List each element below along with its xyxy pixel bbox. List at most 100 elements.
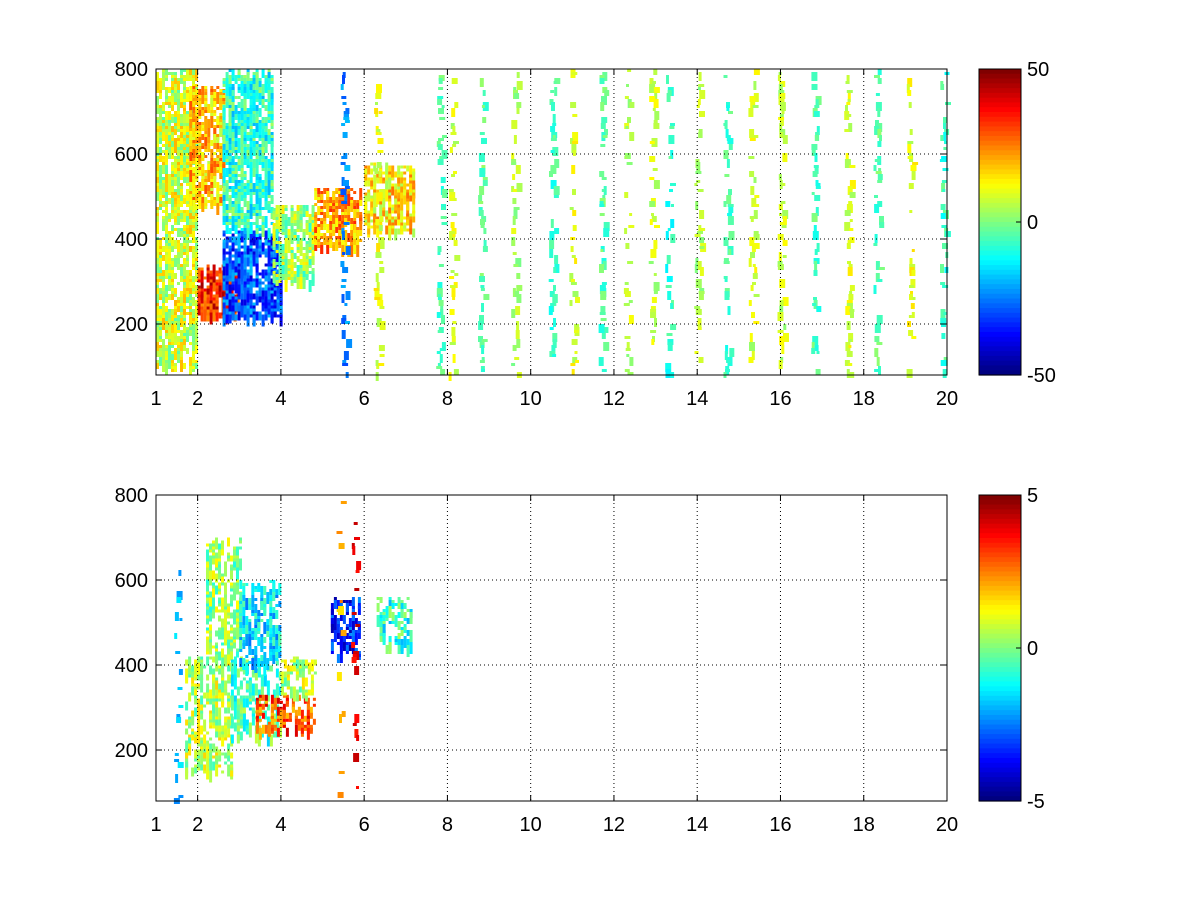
heatmap-cell [255,216,259,228]
heatmap-cell [298,686,302,693]
heatmap-cell [449,276,455,279]
heatmap-cell [281,265,285,277]
heatmap-cell [258,183,262,189]
heatmap-cell [385,618,389,621]
heatmap-cell [222,266,226,279]
heatmap-cell [478,153,485,162]
heatmap-cell [218,597,221,601]
heatmap-cell [815,207,819,216]
heatmap-cell [186,312,189,315]
heatmap-cell [159,315,162,318]
colorbar-swatch [979,757,1021,764]
heatmap-cell [276,697,280,704]
heatmap-cell [159,297,162,300]
heatmap-cell [248,646,252,655]
heatmap-cell [251,683,255,696]
heatmap-cell [248,598,252,604]
heatmap-cell [280,659,284,663]
heatmap-cell [204,119,208,131]
heatmap-cell [344,230,348,233]
heatmap-cell [260,731,264,738]
heatmap-cell [230,588,233,592]
heatmap-cell [230,722,234,729]
heatmap-cell [260,613,264,616]
heatmap-cell [846,204,853,213]
heatmap-cell [237,263,241,267]
heatmap-cell [548,279,554,282]
heatmap-cell [376,282,380,291]
heatmap-cell [649,96,656,102]
heatmap-cell [215,552,218,562]
heatmap-cell [293,277,297,283]
heatmap-cell [225,150,229,153]
heatmap-cell [195,339,198,342]
heatmap-cell [574,258,578,264]
heatmap-cell [222,233,226,237]
heatmap-cell [697,189,704,192]
heatmap-cell [287,241,291,253]
heatmap-cell [779,114,784,117]
heatmap-cell [307,689,311,696]
heatmap-cell [156,252,159,255]
heatmap-cell [174,102,177,105]
heatmap-cell [261,99,265,108]
heatmap-cell [479,132,485,135]
heatmap-cell [194,767,198,774]
heatmap-cell [239,580,243,589]
heatmap-cell [252,254,256,267]
colorbar-swatch [979,322,1021,328]
heatmap-cell [230,576,233,580]
heatmap-cell [281,244,285,253]
heatmap-cell [516,102,522,108]
heatmap-cell [186,201,189,204]
heatmap-cell [278,646,282,655]
heatmap-cell [233,588,236,601]
heatmap-cell [231,129,235,132]
colorbar-swatch [979,198,1021,204]
heatmap-cell [811,150,816,156]
heatmap-cell [379,621,383,630]
heatmap-cell [812,303,817,306]
heatmap-cell [550,165,557,174]
heatmap-cell [342,102,347,105]
heatmap-cell [209,579,212,586]
heatmap-cell [228,216,232,219]
heatmap-cell [699,111,705,117]
heatmap-cell [230,651,233,661]
heatmap-cell [782,153,788,162]
colorbar-swatch [979,571,1021,577]
heatmap-cell [240,168,244,177]
heatmap-cell [287,223,291,226]
heatmap-cell [242,583,246,586]
heatmap-cell [341,156,346,159]
heatmap-cell [165,324,168,333]
heatmap-cell [228,228,232,234]
heatmap-cell [243,314,247,321]
heatmap-cell [225,299,229,306]
colorbar-swatch [979,331,1021,338]
heatmap-cell [454,255,461,261]
heatmap-cell [180,351,183,357]
heatmap-cell [189,330,192,333]
heatmap-cell [648,261,654,264]
heatmap-cell [257,586,261,592]
heatmap-cell [206,692,210,702]
heatmap-cell [340,501,347,504]
heatmap-cell [255,105,259,111]
heatmap-cell [452,321,457,324]
heatmap-cell [237,159,241,165]
heatmap-cell [571,339,578,345]
heatmap-cell [340,285,346,288]
heatmap-cell [779,180,783,189]
heatmap-cell [215,630,218,637]
heatmap-cell [215,606,218,613]
heatmap-cell [189,315,192,327]
heatmap-cell [554,159,560,168]
heatmap-cell [437,282,443,291]
heatmap-cell [654,225,660,228]
heatmap-cell [263,664,267,676]
heatmap-cell [302,214,306,217]
heatmap-cell [210,149,214,158]
heatmap-cell [258,216,262,219]
heatmap-cell [240,177,244,180]
